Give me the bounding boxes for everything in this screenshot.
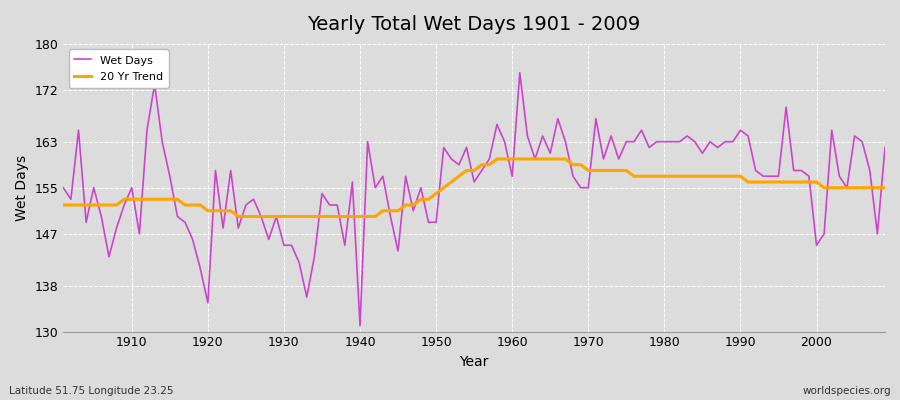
- 20 Yr Trend: [58, 202, 68, 207]
- 20 Yr Trend: [119, 197, 130, 202]
- Wet Days: [58, 185, 68, 190]
- 20 Yr Trend: [879, 185, 890, 190]
- 20 Yr Trend: [293, 214, 304, 219]
- Title: Yearly Total Wet Days 1901 - 2009: Yearly Total Wet Days 1901 - 2009: [308, 15, 641, 34]
- 20 Yr Trend: [491, 156, 502, 161]
- Text: worldspecies.org: worldspecies.org: [803, 386, 891, 396]
- Wet Days: [355, 324, 365, 328]
- Wet Days: [522, 134, 533, 138]
- Line: 20 Yr Trend: 20 Yr Trend: [63, 159, 885, 216]
- Wet Days: [613, 156, 624, 161]
- Text: Latitude 51.75 Longitude 23.25: Latitude 51.75 Longitude 23.25: [9, 386, 174, 396]
- Wet Days: [119, 202, 130, 207]
- Wet Days: [332, 202, 343, 207]
- 20 Yr Trend: [339, 214, 350, 219]
- Y-axis label: Wet Days: Wet Days: [15, 155, 29, 221]
- Line: Wet Days: Wet Days: [63, 73, 885, 326]
- 20 Yr Trend: [515, 156, 526, 161]
- Wet Days: [879, 145, 890, 150]
- Legend: Wet Days, 20 Yr Trend: Wet Days, 20 Yr Trend: [68, 50, 168, 88]
- 20 Yr Trend: [613, 168, 624, 173]
- 20 Yr Trend: [233, 214, 244, 219]
- Wet Days: [286, 243, 297, 248]
- Wet Days: [515, 70, 526, 75]
- 20 Yr Trend: [522, 156, 533, 161]
- X-axis label: Year: Year: [460, 355, 489, 369]
- Wet Days: [507, 174, 517, 179]
